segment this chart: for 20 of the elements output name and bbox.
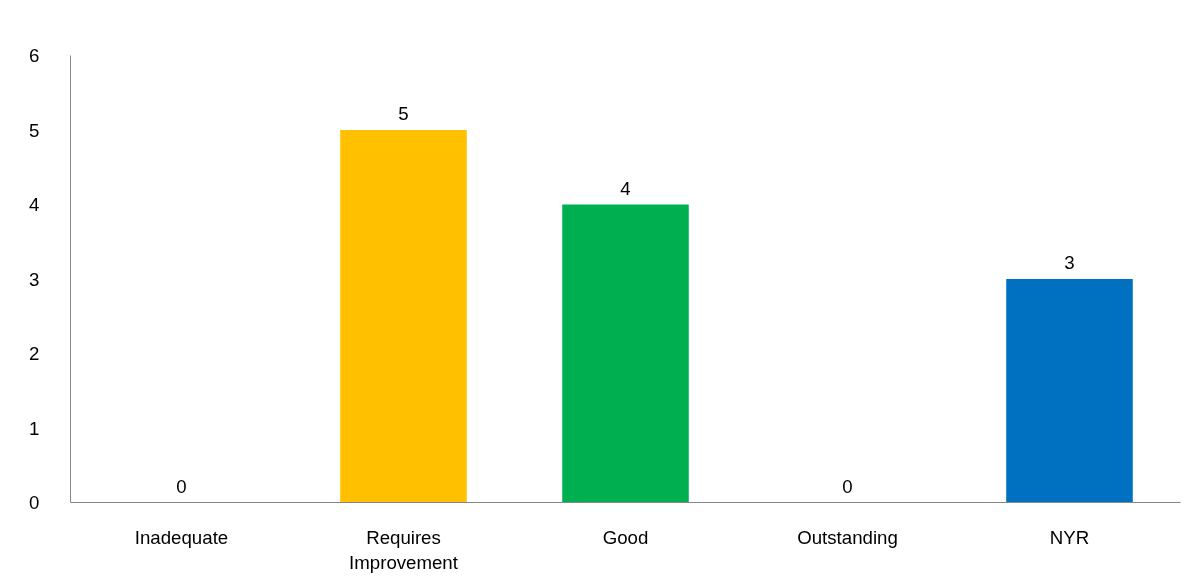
- x-tick-label: Outstanding: [797, 526, 898, 548]
- data-label: 3: [1064, 252, 1075, 273]
- y-tick-label: 6: [29, 45, 40, 66]
- y-tick-label: 3: [29, 268, 40, 290]
- data-label: 4: [620, 177, 631, 199]
- y-tick-label: 4: [29, 194, 40, 215]
- y-tick-label: 5: [29, 119, 40, 141]
- bar: [1006, 279, 1133, 503]
- bar: [562, 204, 689, 503]
- bar: [340, 130, 467, 503]
- data-label: 5: [398, 103, 409, 124]
- x-tick-label: Requires Improvement: [349, 526, 459, 573]
- y-tick-label: 2: [29, 343, 40, 364]
- y-tick-label: 0: [29, 492, 40, 513]
- x-tick-label: Inadequate: [134, 526, 229, 548]
- data-label: 0: [842, 475, 853, 497]
- x-tick-label: Good: [602, 526, 649, 548]
- data-label: 0: [176, 475, 187, 497]
- y-tick-label: 1: [29, 417, 40, 439]
- x-tick-label: NYR: [1049, 526, 1090, 548]
